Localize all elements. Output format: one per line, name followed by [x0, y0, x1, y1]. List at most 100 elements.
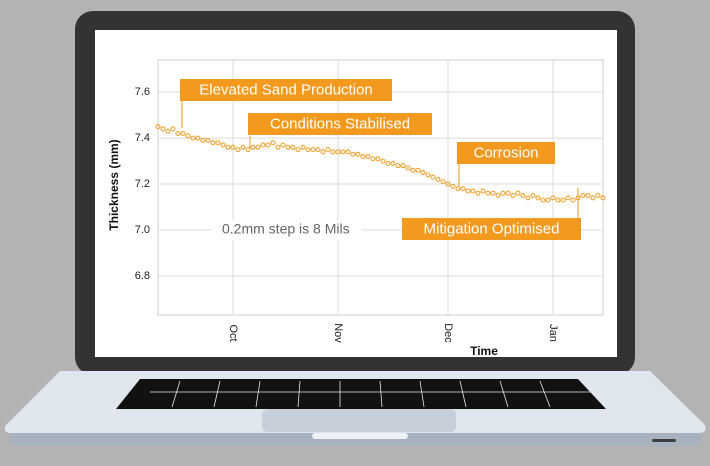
point [280, 142, 286, 148]
point [500, 190, 506, 196]
point [250, 144, 256, 150]
point [260, 142, 266, 148]
point [185, 133, 191, 139]
annotation-box [180, 79, 392, 101]
point [190, 135, 196, 141]
annotation-label: Conditions Stabilised [270, 115, 410, 132]
point [155, 124, 161, 130]
annotation-box [248, 113, 432, 135]
point [360, 153, 366, 159]
x-tick-label: Nov [332, 323, 344, 343]
point [455, 186, 461, 192]
point [535, 195, 541, 201]
y-tick-label: 7.0 [135, 224, 150, 236]
point [505, 190, 511, 196]
point [180, 131, 186, 137]
point [445, 181, 451, 187]
point [295, 147, 301, 153]
point [290, 144, 296, 150]
point [485, 190, 491, 196]
point [480, 188, 486, 194]
y-tick-label: 7.6 [135, 86, 150, 98]
point [390, 160, 396, 166]
point [420, 170, 426, 176]
point [595, 193, 601, 199]
y-tick-label: 7.2 [135, 178, 150, 190]
point [580, 193, 586, 199]
point [350, 151, 356, 157]
x-tick-label: Dec [442, 323, 454, 343]
point [600, 195, 606, 201]
point [320, 149, 326, 155]
point [325, 147, 331, 153]
point [550, 195, 556, 201]
point [565, 195, 571, 201]
point [340, 149, 346, 155]
y-tick-label: 7.4 [135, 132, 150, 144]
point [560, 197, 566, 203]
point [355, 151, 361, 157]
keyboard-keys [150, 380, 592, 408]
point [590, 195, 596, 201]
point [335, 149, 341, 155]
point [200, 137, 206, 143]
point [495, 193, 501, 199]
point [415, 167, 421, 173]
point [425, 172, 431, 178]
annotation-label: Corrosion [473, 144, 538, 161]
note-background [212, 220, 362, 240]
y-axis-label: Thickness (mm) [107, 139, 121, 230]
point [235, 147, 241, 153]
point [270, 140, 276, 146]
point [370, 156, 376, 162]
annotation-label: Elevated Sand Production [199, 81, 372, 98]
point [160, 126, 166, 132]
point [545, 197, 551, 203]
point [165, 128, 171, 134]
point [265, 142, 271, 148]
point [275, 144, 281, 150]
point [525, 195, 531, 201]
point [195, 135, 201, 141]
point [245, 147, 251, 153]
point [310, 147, 316, 153]
point [345, 149, 351, 155]
point [435, 176, 441, 182]
point [555, 197, 561, 203]
x-tick-label: Oct [227, 324, 239, 341]
keyboard [116, 379, 606, 409]
point [205, 137, 211, 143]
point [405, 165, 411, 171]
point [255, 144, 261, 150]
plot-frame [157, 59, 604, 316]
annotation-box [402, 218, 581, 240]
x-tick-label: Jan [547, 324, 559, 342]
annotation-label: Mitigation Optimised [424, 220, 560, 237]
point [540, 197, 546, 203]
point [330, 149, 336, 155]
point [410, 167, 416, 173]
point [530, 193, 536, 199]
point [430, 174, 436, 180]
point [315, 147, 321, 153]
point [585, 193, 591, 199]
note: 0.2mm step is 8 Mils [222, 221, 350, 237]
point [465, 188, 471, 194]
x-axis-label: Time [470, 344, 498, 358]
point [440, 179, 446, 185]
point [240, 144, 246, 150]
point [380, 158, 386, 164]
point [375, 156, 381, 162]
point [225, 144, 231, 150]
point [385, 160, 391, 166]
point [395, 163, 401, 169]
laptop-base-edge [9, 433, 701, 446]
point [300, 144, 306, 150]
annotation-box [457, 142, 555, 164]
point [520, 193, 526, 199]
point [215, 140, 221, 146]
point [450, 183, 456, 189]
point [230, 144, 236, 150]
point [305, 147, 311, 153]
y-tick-label: 6.8 [135, 270, 150, 282]
